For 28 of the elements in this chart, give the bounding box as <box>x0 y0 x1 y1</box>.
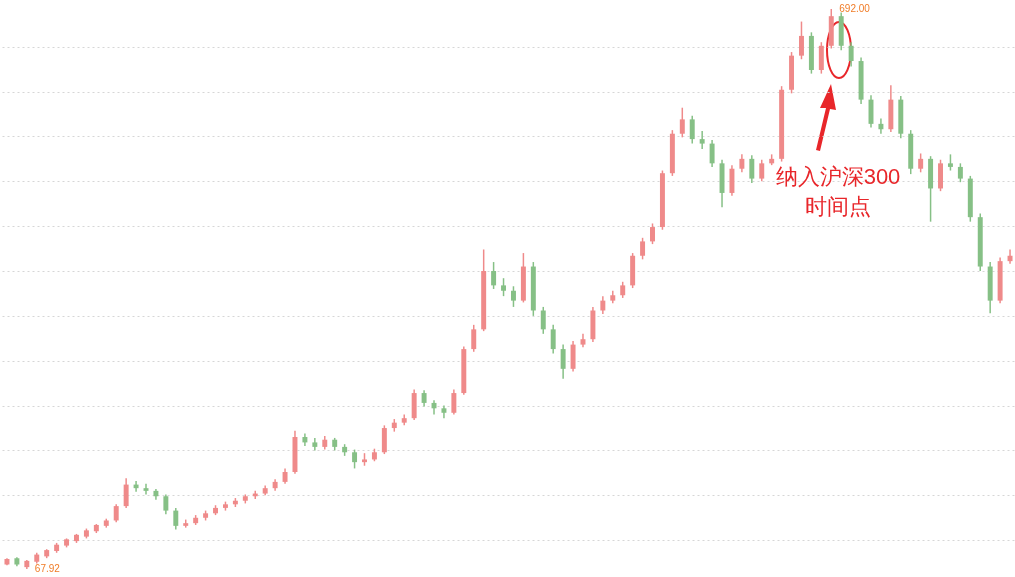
candlestick <box>510 285 516 308</box>
candlestick <box>709 139 715 168</box>
candlestick <box>689 115 695 145</box>
candlestick <box>749 154 755 184</box>
candlestick <box>163 493 169 515</box>
candlestick <box>451 388 457 416</box>
candlestick <box>560 343 566 380</box>
candlestick <box>699 130 705 150</box>
candlestick <box>798 20 804 60</box>
candlestick <box>173 507 179 531</box>
candlestick <box>491 261 497 290</box>
candlestick <box>352 448 358 470</box>
candlestick <box>918 152 924 174</box>
candlestick <box>550 324 556 355</box>
candlestick <box>848 41 854 68</box>
candlestick <box>759 159 765 183</box>
annotation: 纳入沪深300 时间点 <box>775 164 901 219</box>
candlestick <box>471 324 477 353</box>
annotation: 692.00 <box>839 3 871 14</box>
candlestick <box>650 222 655 245</box>
candlestick <box>540 306 546 335</box>
candlestick <box>679 106 685 139</box>
candlestick <box>1007 248 1013 265</box>
candlestick <box>123 477 129 509</box>
annotation: 67.92 <box>34 563 61 574</box>
candlestick <box>957 162 963 183</box>
candlestick <box>640 237 646 261</box>
candlestick <box>878 117 884 135</box>
